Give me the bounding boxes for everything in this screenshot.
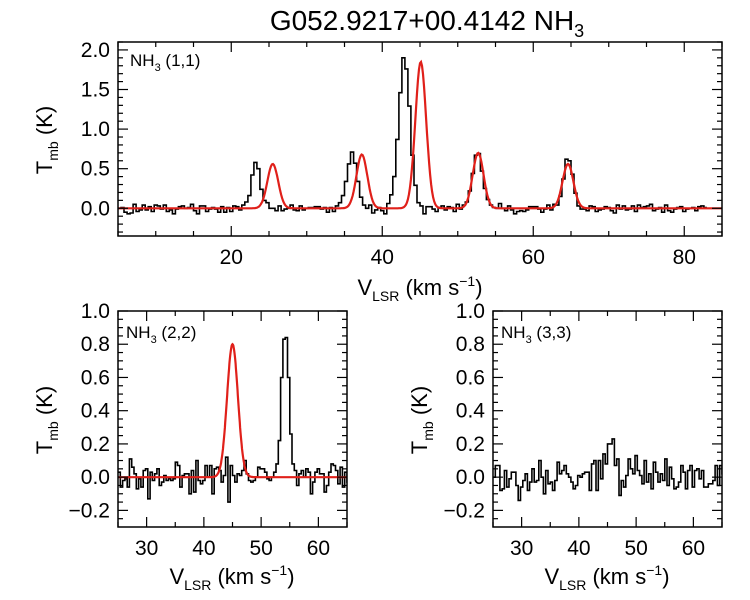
x-tick-label: 20 [220,246,243,269]
x-tick-label: 40 [371,246,394,269]
x-tick-label: 50 [249,537,272,560]
y-tick-label: 0.6 [456,366,485,389]
observed-spectrum-line [118,57,707,215]
y-tick-label: −0.2 [69,499,110,522]
y-tick-label: 0.0 [81,466,110,489]
x-axis-label: VLSR (km s−1) [357,273,482,304]
x-tick-label: 40 [192,537,215,560]
y-axis-label: Tmb (K) [32,106,61,174]
y-tick-label: 1.5 [81,79,110,102]
plot-area [493,438,722,502]
y-tick-label: 0.0 [81,197,110,220]
y-axis-label: Tmb (K) [32,386,61,454]
x-tick-label: 50 [624,537,647,560]
plot-area [118,57,722,215]
x-tick-label: 60 [682,537,705,560]
y-tick-label: −0.2 [444,499,485,522]
figure-title: G052.9217+00.4142 NH3 [270,5,584,41]
x-tick-label: 30 [510,537,533,560]
y-tick-label: 0.2 [81,433,110,456]
y-tick-label: 0.0 [456,466,485,489]
y-tick-label: 1.0 [81,300,110,323]
y-tick-label: 2.0 [81,39,110,62]
x-tick-label: 60 [307,537,330,560]
spectrum-panel-nh3-11: 20 40 60 80 0.0 0.5 1.0 1.5 2.0 NH3 (1,1) VLSR (km… [32,39,723,304]
x-tick-label: 30 [135,537,158,560]
observed-spectrum-line [493,438,722,502]
y-tick-label: 0.5 [81,158,110,181]
y-tick-label: 0.6 [81,366,110,389]
y-tick-label: 0.4 [81,400,111,423]
panel-label: NH3 (1,1) [130,51,200,74]
spectrum-panel-nh3-33: 30 40 50 60 −0.2 0.0 0.2 0.4 0.6 0.8 1.0 NH3 (3,3) V… [407,300,723,593]
gaussian-fit-line [118,59,722,210]
y-tick-label: 0.4 [456,400,486,423]
spectrum-panel-nh3-22: 30 40 50 60 −0.2 0.0 0.2 0.4 0.6 0.8 1.0 NH3 (2,2) V… [32,300,348,593]
x-axis-label: VLSR (km s−1) [169,562,294,593]
y-axis-label: Tmb (K) [407,386,436,454]
x-axis-label: VLSR (km s−1) [544,562,669,593]
observed-spectrum-line [118,336,347,503]
x-tick-label: 40 [567,537,590,560]
y-tick-label: 1.0 [81,118,110,141]
panel-label: NH3 (2,2) [126,323,196,346]
y-tick-label: 0.2 [456,433,485,456]
gaussian-fit-line [118,342,347,479]
y-tick-label: 0.8 [81,333,110,356]
x-tick-label: 60 [522,246,545,269]
plot-area [118,336,347,503]
y-tick-label: 1.0 [456,300,485,323]
panel-label: NH3 (3,3) [501,323,571,346]
x-tick-label: 80 [673,246,696,269]
y-tick-label: 0.8 [456,333,485,356]
